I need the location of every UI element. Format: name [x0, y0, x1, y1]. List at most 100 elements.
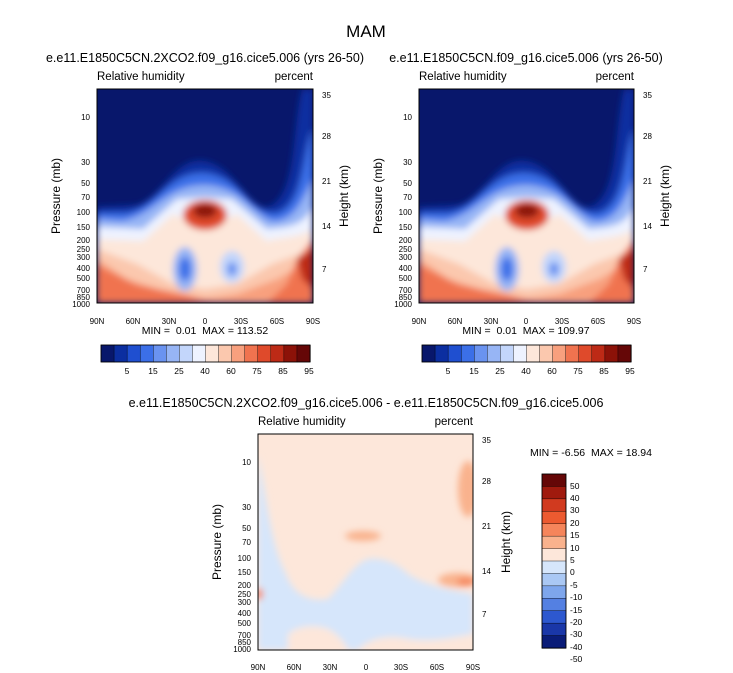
plot-frame — [418, 88, 635, 304]
y-axis-title: Pressure (mb) — [371, 158, 385, 234]
x-tick-label: 30S — [555, 317, 569, 326]
y-tick-label: 700 — [77, 286, 91, 295]
colorbar-swatch — [218, 344, 233, 363]
colorbar-swatch — [153, 344, 167, 363]
panel-title: e.e11.E1850C5CN.2XCO2.f09_g16.cice5.006 … — [129, 396, 604, 410]
colorbar-swatches — [421, 344, 632, 363]
contour-band — [97, 129, 313, 234]
x-tick-label: 90S — [306, 317, 320, 326]
colorbar-frame — [421, 344, 632, 363]
colorbar-label: 95 — [625, 366, 635, 376]
colorbar-swatch — [113, 344, 128, 363]
y-tick-label: 10 — [403, 113, 412, 122]
x-tick-label: 30N — [484, 317, 499, 326]
y2-tick-label: 14 — [643, 222, 652, 231]
y-tick-label: 10 — [81, 113, 90, 122]
contour-band — [193, 204, 217, 218]
colorbar-frame — [541, 473, 567, 649]
x-tick-label: 90S — [627, 317, 641, 326]
rh-difference-field — [258, 434, 473, 650]
panel-title: e.e11.E1850C5CN.f09_g16.cice5.006 (yrs 2… — [389, 51, 663, 65]
colorbar-label: -20 — [570, 617, 583, 627]
rh-field-2xco2 — [97, 89, 313, 303]
colorbar-label: 60 — [547, 366, 557, 376]
contour-band — [619, 249, 634, 289]
y-tick-label: 30 — [81, 158, 90, 167]
x-tick-label: 60S — [430, 663, 444, 672]
y-tick-label: 850 — [399, 293, 413, 302]
colorbar-label: 10 — [570, 543, 580, 553]
y2-tick-label: 28 — [322, 132, 331, 141]
y-tick-label: 700 — [399, 286, 413, 295]
colorbar-swatch — [231, 344, 246, 363]
colorbar-swatch — [126, 344, 141, 363]
y-tick-label: 1000 — [394, 300, 412, 309]
colorbar-swatch — [541, 573, 567, 587]
x-tick-label: 90N — [90, 317, 105, 326]
colorbar-label: 40 — [521, 366, 531, 376]
rh-field-control-shapes — [419, 89, 634, 303]
y2-tick-label: 21 — [643, 177, 652, 186]
colorbar-label: 15 — [148, 366, 158, 376]
colorbar-swatches — [100, 344, 311, 363]
colorbar-swatch — [139, 344, 154, 363]
colorbar-label: 40 — [570, 493, 580, 503]
rh-difference-field-shapes — [258, 434, 473, 650]
axis-y-left: 10 30 50 70 100 150 200 250 300 400 500 … — [72, 113, 90, 309]
colorbar-label: 15 — [469, 366, 479, 376]
y2-axis-title: Height (km) — [658, 165, 672, 227]
panel-left-label: Relative humidity — [258, 416, 346, 428]
contour-band — [515, 204, 539, 218]
y2-tick-label: 21 — [322, 177, 331, 186]
colorbar: 5 15 25 40 60 75 85 95 — [421, 344, 635, 376]
axis-y-right: 35 28 21 14 7 — [482, 436, 491, 619]
y-tick-label: 400 — [77, 264, 91, 273]
colorbar-label: 85 — [278, 366, 288, 376]
colorbar-swatch — [541, 523, 567, 537]
y-tick-label: 700 — [238, 631, 252, 640]
colorbar-swatch — [296, 344, 311, 363]
colorbar-label: 95 — [304, 366, 314, 376]
y-tick-label: 150 — [77, 223, 91, 232]
colorbar-swatch — [434, 344, 449, 363]
colorbar-swatch — [541, 598, 567, 612]
colorbar-swatch — [541, 486, 567, 500]
contour-band — [288, 626, 348, 650]
x-tick-label: 60N — [448, 317, 463, 326]
colorbar-swatch — [421, 344, 436, 363]
stats-label: MIN = 0.01 MAX = 113.52 — [142, 325, 269, 337]
y-tick-label: 300 — [77, 253, 91, 262]
x-tick-label: 60S — [270, 317, 284, 326]
colorbar-swatch — [257, 344, 272, 363]
stats-label: MIN = 0.01 MAX = 109.97 — [462, 325, 589, 337]
axis-x: 90N 60N 30N 0 30S 60S 90S — [90, 317, 320, 326]
colorbar-swatch — [541, 560, 567, 575]
colorbar-swatch — [447, 344, 462, 363]
y2-tick-label: 28 — [482, 477, 491, 486]
y-tick-label: 500 — [77, 274, 91, 283]
y2-tick-label: 35 — [643, 91, 652, 100]
contour-band — [419, 129, 634, 234]
colorbar-swatch — [192, 344, 207, 363]
y-tick-label: 250 — [77, 245, 91, 254]
colorbar-swatch — [500, 344, 515, 363]
contour-band — [457, 578, 473, 586]
y2-tick-label: 14 — [482, 567, 491, 576]
plot-frame — [96, 88, 314, 304]
y-tick-label: 400 — [399, 264, 413, 273]
x-tick-label: 30N — [162, 317, 177, 326]
colorbar-label: 0 — [570, 567, 575, 577]
panel-difference: e.e11.E1850C5CN.2XCO2.f09_g16.cice5.006 … — [129, 396, 653, 672]
y2-tick-label: 7 — [322, 265, 327, 274]
colorbar-swatch — [541, 585, 567, 599]
colorbar: 50 40 30 20 15 10 5 0 -5 -10 -15 -20 -30… — [541, 473, 583, 664]
axis-y-right: 35 28 21 14 7 — [643, 91, 652, 274]
colorbar-labels: 5 15 25 40 60 75 85 95 — [125, 366, 314, 376]
contour-band — [345, 531, 381, 541]
contour-band — [589, 239, 634, 303]
y-tick-label: 10 — [242, 458, 251, 467]
figure-title: MAM — [346, 22, 386, 41]
y2-tick-label: 35 — [322, 91, 331, 100]
y2-axis-title: Height (km) — [337, 165, 351, 227]
x-tick-label: 0 — [524, 317, 529, 326]
